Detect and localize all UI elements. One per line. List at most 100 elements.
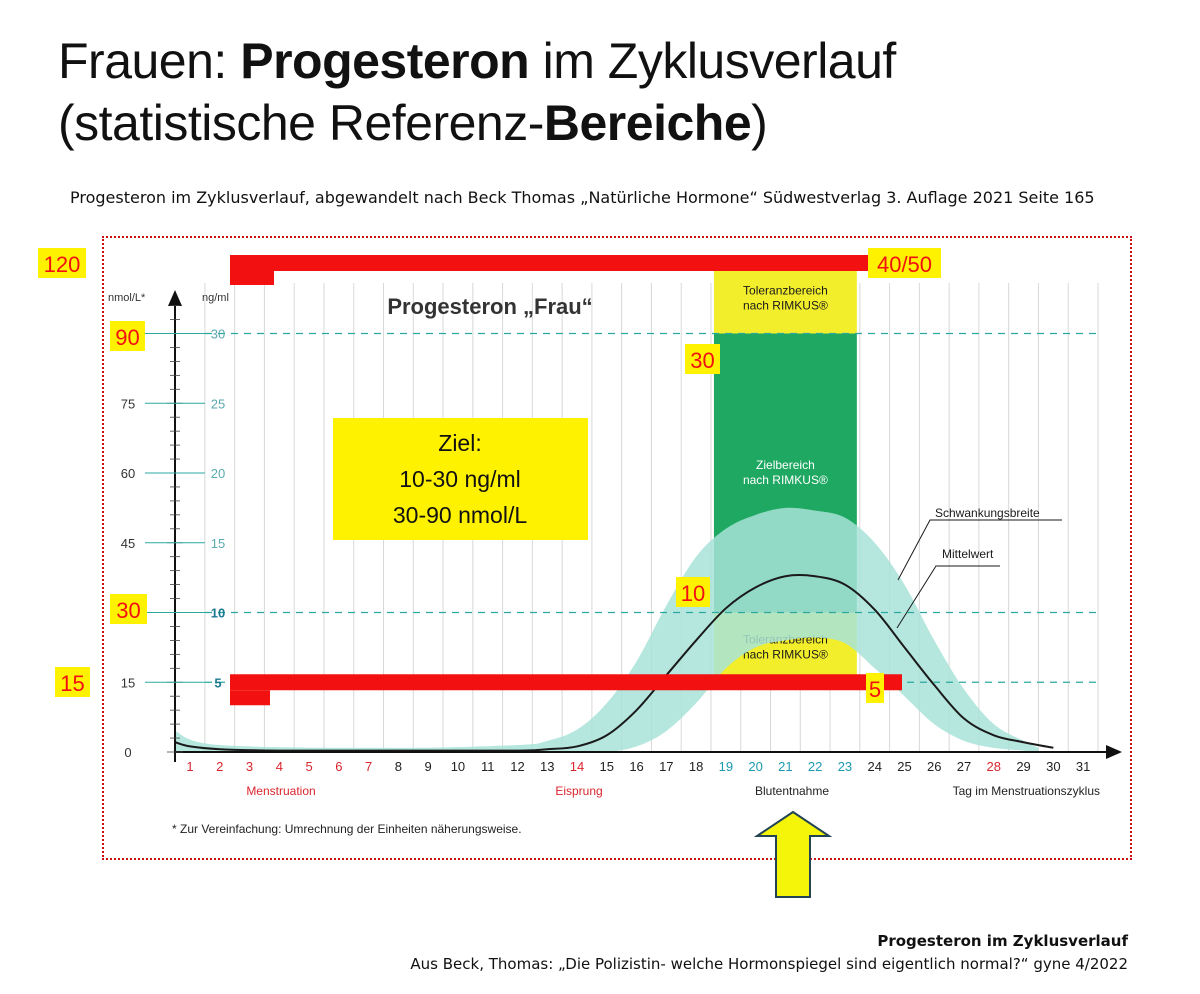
range-leader <box>897 519 1062 581</box>
x-tick-label: 31 <box>1076 759 1090 774</box>
chart-frame <box>102 236 1132 860</box>
title-bold-1: Progesteron <box>240 33 530 89</box>
label-15: 15 <box>60 671 84 696</box>
x-tick-label: 12 <box>510 759 524 774</box>
x-axis-arrow <box>1106 745 1122 759</box>
band-sublabel-0: nach RIMKUS® <box>743 299 828 313</box>
y-ng-tick-label: 25 <box>211 396 225 411</box>
goal-line-3: 30-90 nmol/L <box>393 502 527 528</box>
x-tick-label: 13 <box>540 759 554 774</box>
label-5-bg <box>866 673 884 703</box>
label-30-left-bg <box>110 594 147 624</box>
label-40-50: 40/50 <box>877 252 932 277</box>
y-nmol-tick-label: 45 <box>121 536 135 551</box>
y-ng-tick-label: 10 <box>211 606 225 621</box>
x-tick-label: 11 <box>481 759 495 774</box>
x-tick-label: 3 <box>246 759 253 774</box>
x-tick-label: 6 <box>335 759 342 774</box>
band-label-0: Toleranzbereich <box>743 284 828 298</box>
label-30-band: 30 <box>690 348 714 373</box>
x-tick-label: 25 <box>897 759 911 774</box>
red-bar-lower-stub <box>230 690 270 706</box>
x-tick-label: 2 <box>216 759 223 774</box>
title-plain-1: Frauen: <box>58 33 241 89</box>
red-bar-upper-stub <box>230 271 274 285</box>
x-tick-label: 21 <box>778 759 792 774</box>
chart-title: Progesteron „Frau“ <box>387 294 592 319</box>
x-tick-label: 4 <box>276 759 283 774</box>
label-30-left: 30 <box>116 598 140 623</box>
axes: 015304560759051015202530nmol/L*ng/ml1234… <box>108 290 1122 836</box>
band-0 <box>713 263 857 334</box>
y-ng-tick-label: 5 <box>214 675 221 690</box>
y-nmol-tick-label: 15 <box>121 675 135 690</box>
red-bar-upper <box>230 255 870 271</box>
range-area-group: Schwankungsbreite Mittelwert <box>174 506 1062 753</box>
label-40-50-bg <box>868 248 941 278</box>
y-axis-arrow <box>168 290 182 306</box>
x-tick-label: 22 <box>808 759 822 774</box>
mean-leader <box>896 565 1000 629</box>
x-phase-ovulation: Eisprung <box>555 784 602 798</box>
title-bold-2: Bereiche <box>543 95 752 151</box>
x-tick-label: 8 <box>395 759 402 774</box>
x-tick-label: 30 <box>1046 759 1060 774</box>
x-tick-label: 1 <box>186 759 193 774</box>
x-tick-label: 29 <box>1016 759 1030 774</box>
band-sublabel-1: nach RIMKUS® <box>743 473 828 487</box>
x-tick-label: 17 <box>659 759 673 774</box>
x-tick-label: 18 <box>689 759 703 774</box>
label-30-band-bg <box>685 344 720 374</box>
goal-line-2: 10-30 ng/ml <box>399 466 520 492</box>
label-5: 5 <box>869 677 881 702</box>
label-10-band-bg <box>676 577 710 607</box>
x-tick-label: 15 <box>600 759 614 774</box>
title-plain-4: ) <box>751 95 768 151</box>
label-90: 90 <box>115 325 139 350</box>
y-ng-tick-label: 30 <box>211 327 225 342</box>
x-tick-label: 19 <box>719 759 733 774</box>
x-tick-label: 14 <box>570 759 584 774</box>
x-tick-label: 28 <box>987 759 1001 774</box>
label-15-bg <box>55 667 90 697</box>
title-plain-2: im Zyklusverlauf <box>529 33 897 89</box>
blood-draw-arrow <box>753 810 833 898</box>
x-tick-label: 23 <box>838 759 852 774</box>
band-sublabel-2: nach RIMKUS® <box>743 647 828 661</box>
x-phase-blood-draw: Blutentnahme <box>755 784 829 798</box>
label-120-bg <box>38 248 86 278</box>
x-tick-label: 26 <box>927 759 941 774</box>
y-nmol-tick-label: 75 <box>121 396 135 411</box>
goal-box <box>333 418 588 540</box>
source-citation-top: Progesteron im Zyklusverlauf, abgewandel… <box>70 188 1095 207</box>
x-tick-label: 7 <box>365 759 372 774</box>
mean-line <box>174 574 1054 752</box>
x-tick-label: 9 <box>425 759 432 774</box>
label-10-band: 10 <box>681 581 705 606</box>
x-phase-menstruation: Menstruation <box>246 784 315 798</box>
red-bar-lower <box>230 674 902 691</box>
x-tick-label: 20 <box>748 759 762 774</box>
y-ng-tick-label: 15 <box>211 536 225 551</box>
y-nmol-tick-label: 0 <box>124 745 131 760</box>
source-citation-bottom-ref: Aus Beck, Thomas: „Die Polizistin- welch… <box>410 955 1128 973</box>
y-ng-tick-label: 20 <box>211 466 225 481</box>
x-tick-label: 24 <box>867 759 881 774</box>
range-area <box>175 507 1039 753</box>
title-plain-3: (statistische Referenz- <box>58 95 544 151</box>
label-90-bg <box>110 321 145 351</box>
x-tick-label: 16 <box>629 759 643 774</box>
y-nmol-tick-label: 60 <box>121 466 135 481</box>
page-title: Frauen: Progesteron im Zyklusverlauf (sta… <box>58 30 896 154</box>
source-citation-bottom-title: Progesteron im Zyklusverlauf <box>877 932 1128 950</box>
range-label: Schwankungsbreite <box>935 506 1040 520</box>
x-tick-label: 27 <box>957 759 971 774</box>
x-tick-label: 10 <box>451 759 465 774</box>
mean-label: Mittelwert <box>942 547 994 561</box>
y-left-unit: nmol/L* <box>108 292 146 304</box>
footnote: * Zur Vereinfachung: Umrechnung der Einh… <box>172 822 522 836</box>
x-tick-label: 5 <box>305 759 312 774</box>
band-label-1: Zielbereich <box>756 458 815 472</box>
